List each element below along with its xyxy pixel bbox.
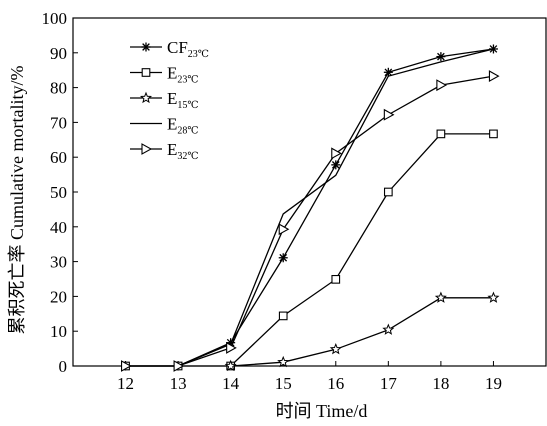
marker-stroke — [142, 43, 150, 51]
series-E15℃ — [224, 291, 500, 372]
legend-marker — [141, 143, 153, 155]
data-point — [226, 341, 237, 354]
legend-item: E15℃ — [130, 89, 199, 111]
marker-stroke — [384, 68, 393, 77]
series-E23℃ — [121, 129, 498, 371]
legend-label-sub: 15℃ — [177, 100, 198, 111]
data-point — [436, 79, 448, 92]
axes: 0 10 20 30 40 50 60 70 80 90 100 12 13 14 15 16 17 18 19 — [42, 9, 547, 393]
x-tick-label: 18 — [432, 374, 449, 393]
data-point — [436, 52, 446, 62]
data-point — [278, 311, 288, 321]
data-point — [278, 253, 288, 263]
legend-item: E32℃ — [130, 140, 199, 162]
data-point — [331, 147, 342, 160]
series-E32℃ — [121, 70, 500, 372]
y-tick-label: 20 — [50, 287, 67, 306]
legend-label-sub: 23℃ — [188, 49, 209, 60]
data-point — [277, 355, 290, 368]
data-point — [436, 129, 446, 139]
x-tick-label: 19 — [485, 374, 502, 393]
legend-label: E28℃ — [167, 115, 199, 137]
x-axis-title: 时间 Time/d — [276, 401, 368, 421]
marker-stroke — [331, 161, 340, 169]
legend-label-main: E — [167, 115, 177, 134]
x-tick-label: 15 — [275, 374, 292, 393]
data-point — [383, 187, 393, 197]
data-point — [121, 360, 132, 372]
legend-marker — [141, 42, 151, 52]
x-tick-label: 16 — [327, 374, 344, 393]
y-axis-title: 累积死亡率 Cumulative mortality/% — [7, 66, 27, 335]
series-line — [125, 133, 494, 367]
y-tick-label: 100 — [42, 9, 68, 28]
legend-marker — [139, 91, 153, 104]
data-point — [278, 223, 290, 236]
data-point — [383, 108, 395, 121]
legend-label-main: E — [167, 64, 177, 83]
legend-item: E28℃ — [130, 115, 199, 137]
data-point — [224, 359, 237, 372]
data-point — [173, 360, 185, 372]
y-tick-label: 10 — [50, 322, 67, 341]
legend-marker — [141, 68, 151, 77]
data-point — [487, 291, 500, 303]
series-line — [125, 48, 494, 367]
legend-label-sub: 32℃ — [177, 151, 198, 162]
x-tick-label: 14 — [222, 374, 240, 393]
data-point — [488, 70, 500, 83]
data-point — [382, 323, 395, 335]
legend-item: E23℃ — [130, 64, 199, 86]
series-E28℃ — [125, 48, 494, 367]
series-line — [125, 48, 494, 367]
legend-item: CF23℃ — [130, 38, 209, 60]
y-tick-label: 50 — [50, 183, 67, 202]
legend-label-main: CF — [167, 38, 188, 57]
y-tick-label: 70 — [50, 113, 67, 132]
y-tick-label: 30 — [50, 253, 67, 272]
marker-stroke — [489, 45, 498, 53]
data-point — [434, 291, 447, 303]
series-CF23℃ — [121, 44, 498, 371]
y-tick-label: 40 — [50, 218, 67, 237]
data-point — [489, 129, 498, 139]
y-tick-label: 80 — [50, 79, 67, 98]
legend-label: E32℃ — [167, 140, 199, 162]
legend-label-main: E — [167, 89, 177, 108]
series-line — [230, 297, 494, 367]
y-tick-label: 60 — [50, 148, 67, 167]
marker-stroke — [279, 253, 288, 262]
legend-label-main: E — [167, 140, 177, 159]
y-tick-label: 90 — [50, 44, 67, 63]
legend-label: E15℃ — [167, 89, 199, 111]
series-layer — [121, 44, 500, 372]
series-line — [125, 75, 494, 367]
data-point — [488, 44, 498, 54]
legend-label-sub: 23℃ — [177, 75, 198, 86]
marker-stroke — [437, 52, 445, 61]
data-point — [331, 160, 341, 170]
data-point — [329, 342, 342, 355]
legend-label-sub: 28℃ — [177, 126, 198, 137]
y-tick-label: 0 — [59, 357, 68, 376]
data-point — [383, 67, 393, 77]
legend-label: CF23℃ — [167, 38, 209, 60]
x-tick-label: 17 — [380, 374, 398, 393]
x-tick-label: 13 — [170, 374, 187, 393]
legend-label: E23℃ — [167, 64, 199, 86]
x-tick-label: 12 — [117, 374, 134, 393]
data-point — [331, 274, 341, 284]
